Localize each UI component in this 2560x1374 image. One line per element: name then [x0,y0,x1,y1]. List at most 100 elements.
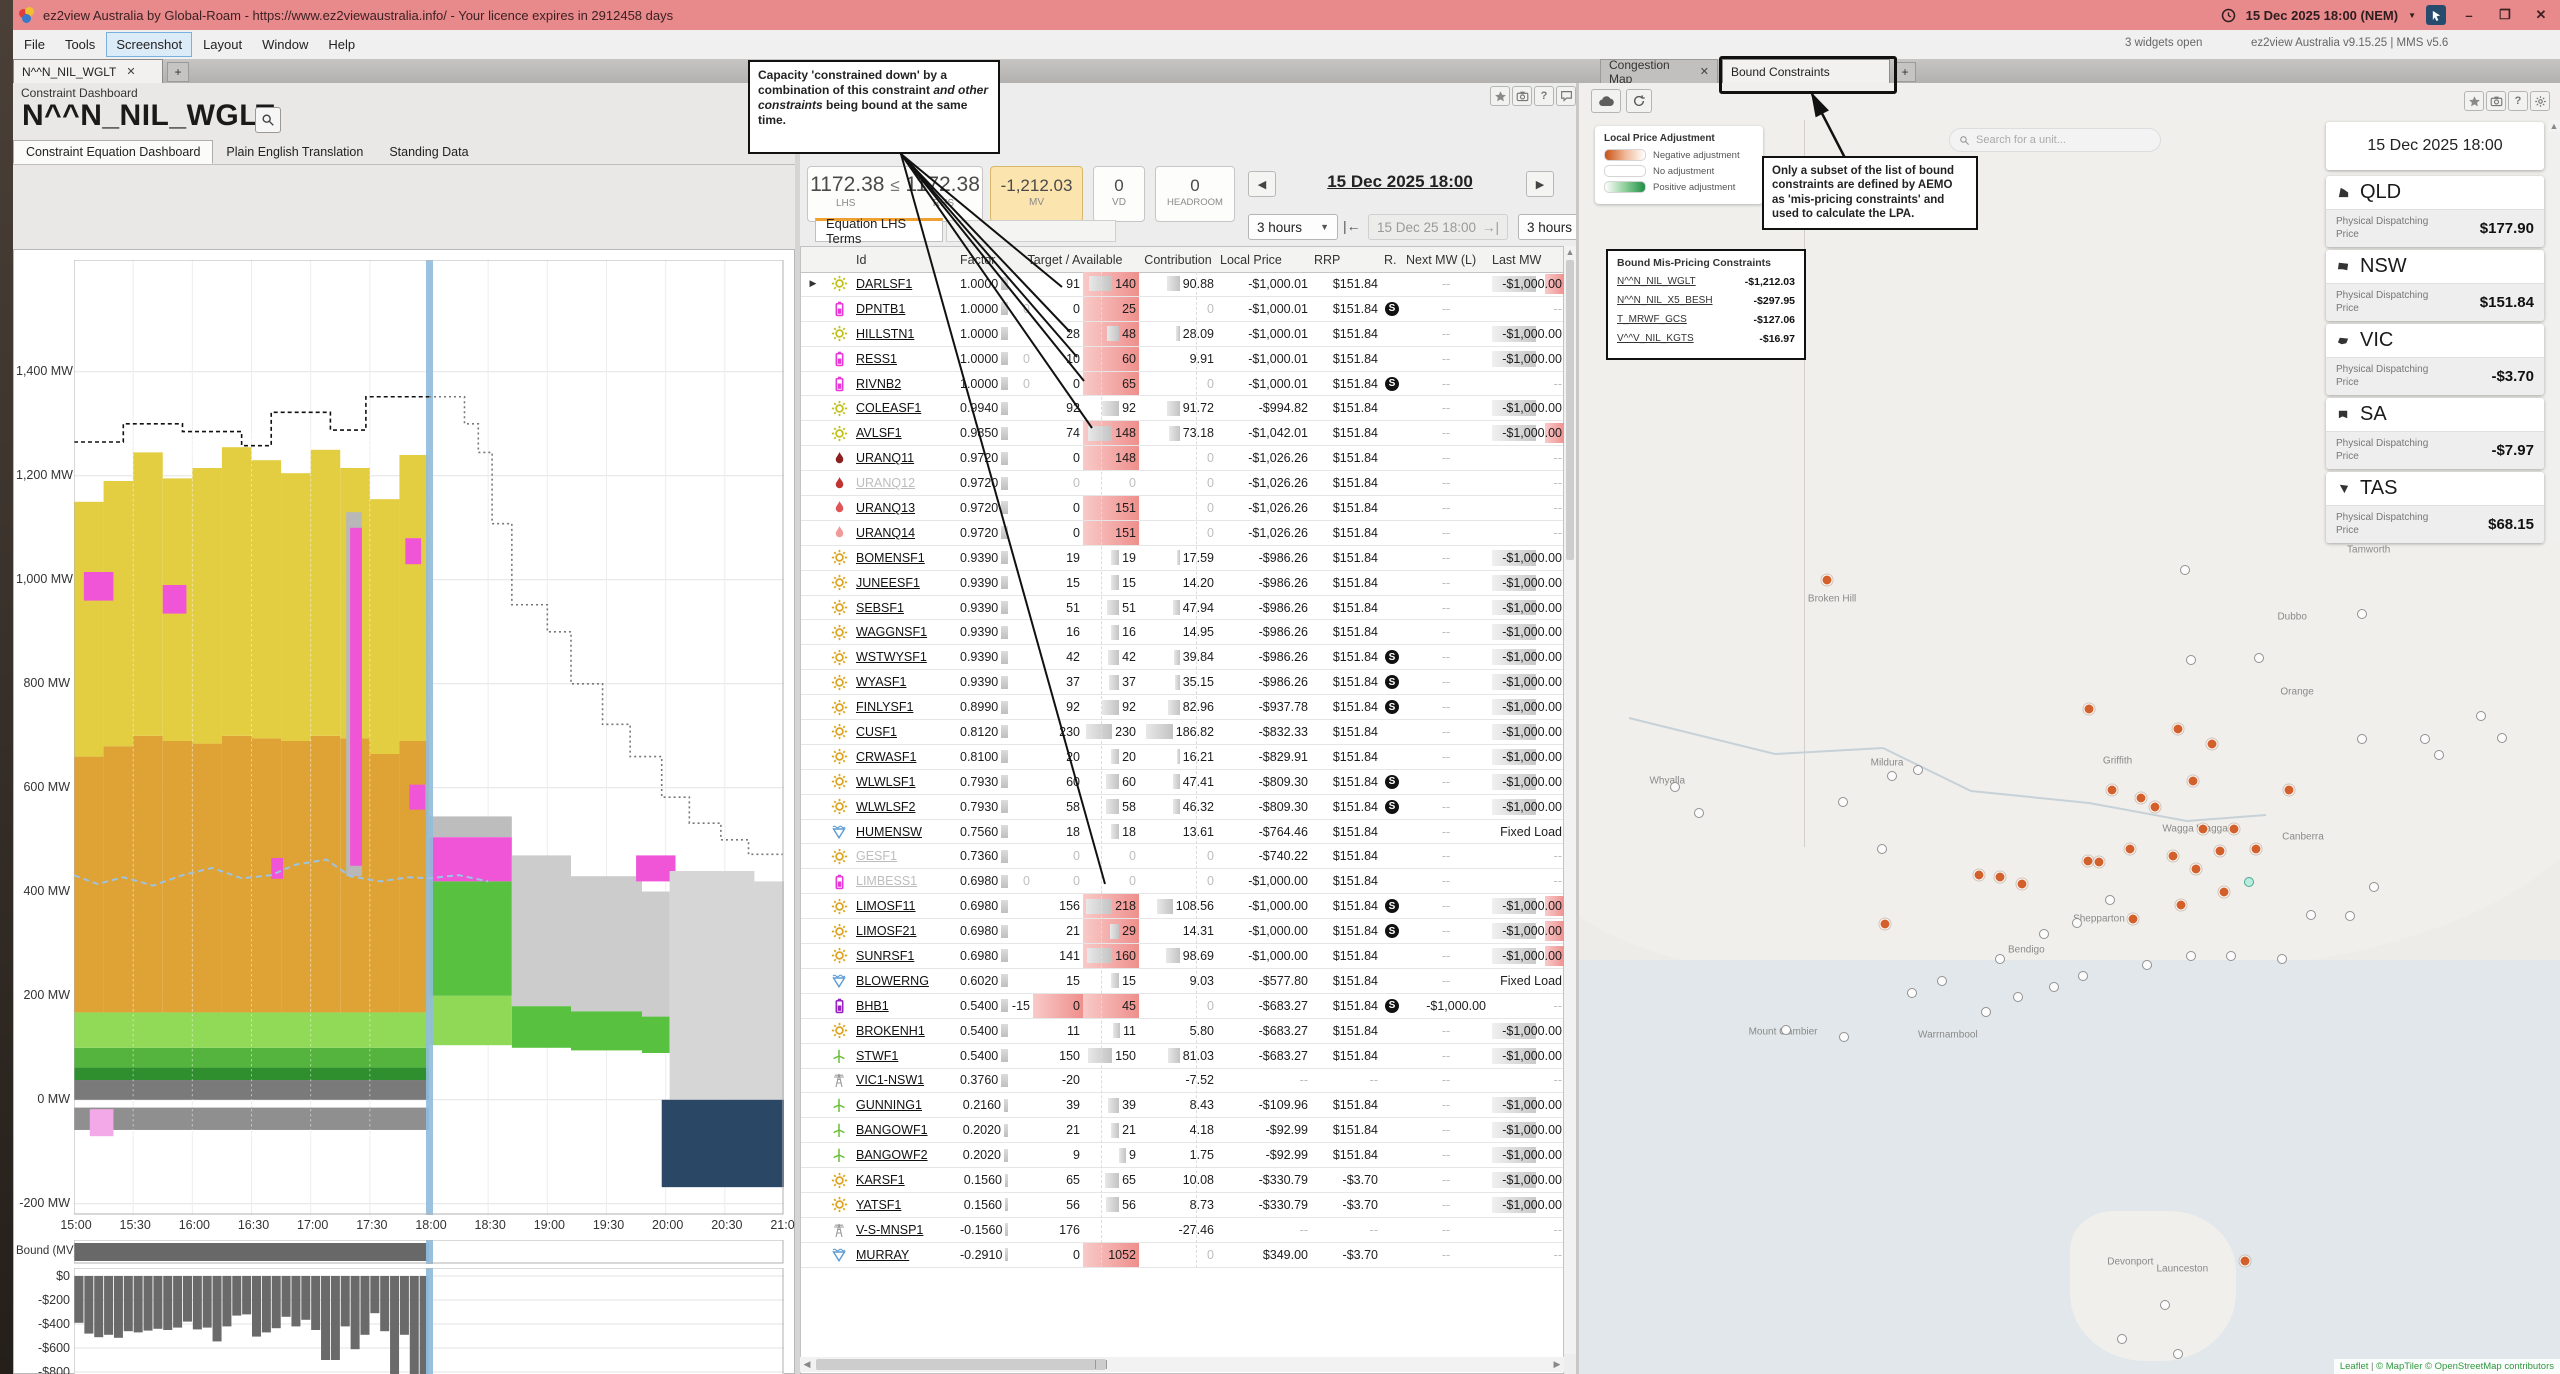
table-row[interactable]: VIC1-NSW10.3760-20-7.52-------- [801,1069,1563,1094]
subtab-plain-english-translation[interactable]: Plain English Translation [213,140,376,164]
nem-clock[interactable]: 15 Dec 2025 18:00 (NEM) [2246,8,2398,23]
unit-marker[interactable] [2306,910,2316,920]
table-row[interactable]: BHB10.5400-150450-$683.27$151.84S-$1,000… [801,994,1563,1019]
region-card-nsw[interactable]: NSWPhysical DispatchingPrice$151.84 [2326,250,2544,321]
add-tab-button[interactable]: + [167,62,189,82]
unit-link[interactable]: BANGOWF2 [856,1148,928,1162]
add-tab-button[interactable]: + [1894,62,1916,82]
table-row[interactable]: FINLYSF10.8990929282.96-$937.78$151.84S-… [801,695,1563,720]
unit-marker[interactable] [2186,655,2196,665]
unit-marker-negative-lpa[interactable] [2106,784,2117,795]
unit-marker[interactable] [2160,1300,2170,1310]
menu-item-tools[interactable]: Tools [56,33,104,56]
unit-marker[interactable] [2078,971,2088,981]
region-card-qld[interactable]: QLDPhysical DispatchingPrice$177.90 [2326,176,2544,247]
unit-marker[interactable] [2072,918,2082,928]
table-row[interactable]: BANGOWF10.202021214.18-$92.99$151.84---$… [801,1118,1563,1143]
prev-interval-button[interactable]: ◀ [1248,171,1276,197]
unit-link[interactable]: BROKENH1 [856,1024,925,1038]
table-row[interactable]: GESF10.7360000-$740.22$151.84---- [801,844,1563,869]
unit-marker-negative-lpa[interactable] [2197,823,2208,834]
subtab-constraint-equation-dashboard[interactable]: Constraint Equation Dashboard [13,140,213,164]
menu-item-screenshot[interactable]: Screenshot [106,32,192,57]
unit-marker-negative-lpa[interactable] [2229,823,2240,834]
unit-link[interactable]: WLWLSF2 [856,800,916,814]
unit-marker[interactable] [2186,951,2196,961]
tab-bound-constraints[interactable]: Bound Constraints [1722,59,1890,83]
refresh-button[interactable] [1626,89,1652,113]
unit-marker-negative-lpa[interactable] [2149,802,2160,813]
table-row[interactable]: WSTWYSF10.9390424239.84-$986.26$151.84S-… [801,645,1563,670]
scroll-left-icon[interactable]: ◀ [800,1357,814,1372]
close-tab-icon[interactable]: ✕ [1700,65,1709,78]
unit-link[interactable]: URANQ12 [856,476,915,490]
unit-link[interactable]: YATSF1 [856,1198,901,1212]
col-id[interactable]: Id [853,247,957,272]
unit-marker-negative-lpa[interactable] [2125,843,2136,854]
unit-marker-negative-lpa[interactable] [2168,851,2179,862]
unit-link[interactable]: VIC1-NSW1 [856,1073,924,1087]
snapshot-button[interactable] [1512,86,1532,106]
unit-marker-negative-lpa[interactable] [2284,784,2295,795]
unit-marker[interactable] [2117,1334,2127,1344]
table-row[interactable]: JUNEESF10.9390151514.20-$986.26$151.84--… [801,571,1563,596]
table-row[interactable]: BROKENH10.540011115.80-$683.27$151.84---… [801,1019,1563,1044]
table-row[interactable]: RIVNB21.000000650-$1,000.01$151.84S---- [801,372,1563,397]
unit-marker-negative-lpa[interactable] [2083,856,2094,867]
unit-link[interactable]: DARLSF1 [856,277,912,291]
tab-constraint-widget[interactable]: N^^N_NIL_WGLT✕ [13,59,163,83]
feedback-button[interactable] [1556,86,1576,106]
table-row[interactable]: KARSF10.1560656510.08-$330.79-$3.70---$1… [801,1168,1563,1193]
unit-link[interactable]: RIVNB2 [856,377,901,391]
unit-marker[interactable] [2049,982,2059,992]
unit-marker[interactable] [1694,808,1704,818]
unit-link[interactable]: BOMENSF1 [856,551,925,565]
range-before-select[interactable]: 3 hours▼ [1248,214,1338,240]
constraint-link[interactable]: N^^N_NIL_X5_BESH [1617,295,1713,307]
unit-marker[interactable] [2369,882,2379,892]
tab-secondary[interactable] [946,220,1116,242]
tab-congestion-map[interactable]: Congestion Map✕ [1600,59,1718,83]
table-row[interactable]: HUMENSW0.7560181813.61-$764.46$151.84--F… [801,820,1563,845]
unit-marker[interactable] [2039,929,2049,939]
snapshot-button[interactable] [2486,91,2506,111]
unit-marker-negative-lpa[interactable] [2093,857,2104,868]
unit-link[interactable]: CUSF1 [856,725,897,739]
maximize-button[interactable]: ❐ [2492,4,2518,26]
favorite-button[interactable] [1490,86,1510,106]
unit-link[interactable]: KARSF1 [856,1173,905,1187]
unit-marker-negative-lpa[interactable] [2219,887,2230,898]
table-row[interactable]: URANQ110.972001480-$1,026.26$151.84---- [801,446,1563,471]
unit-marker[interactable] [1839,1032,1849,1042]
cloud-button[interactable] [1591,89,1621,113]
unit-marker[interactable] [1913,765,1923,775]
unit-link[interactable]: LIMOSF21 [856,924,916,938]
col-factor[interactable]: Factor [957,247,1011,272]
table-row[interactable]: CRWASF10.8100202016.21-$829.91$151.84---… [801,745,1563,770]
unit-link[interactable]: WYASF1 [856,675,906,689]
minimize-button[interactable]: – [2456,4,2482,26]
bound-band[interactable] [74,1240,784,1264]
unit-marker-negative-lpa[interactable] [2084,704,2095,715]
menu-item-file[interactable]: File [15,33,54,56]
col-r[interactable]: R. [1381,247,1403,272]
table-row[interactable]: WLWLSF10.7930606047.41-$809.30$151.84S--… [801,770,1563,795]
menu-item-help[interactable]: Help [319,33,364,56]
unit-marker[interactable] [2173,1349,2183,1359]
unit-marker[interactable] [1995,954,2005,964]
unit-link[interactable]: BHB1 [856,999,889,1013]
unit-link[interactable]: URANQ13 [856,501,915,515]
favorite-button[interactable] [2464,91,2484,111]
subtab-standing-data[interactable]: Standing Data [376,140,481,164]
table-row[interactable]: AVLSF10.98507414873.18-$1,042.01$151.84-… [801,421,1563,446]
unit-link[interactable]: LIMOSF11 [856,899,916,913]
table-header[interactable]: IdFactorTarget / AvailableContributionLo… [801,247,1563,273]
unit-marker-negative-lpa[interactable] [2191,863,2202,874]
unit-link[interactable]: HUMENSW [856,825,922,839]
unit-link[interactable]: DPNTB1 [856,302,905,316]
maptiler-link[interactable]: © MapTiler [2376,1361,2422,1372]
unit-marker[interactable] [2226,951,2236,961]
scroll-up-icon[interactable]: ▲ [1564,246,1576,258]
unit-marker-negative-lpa[interactable] [2214,846,2225,857]
unit-link[interactable]: V-S-MNSP1 [856,1223,923,1237]
